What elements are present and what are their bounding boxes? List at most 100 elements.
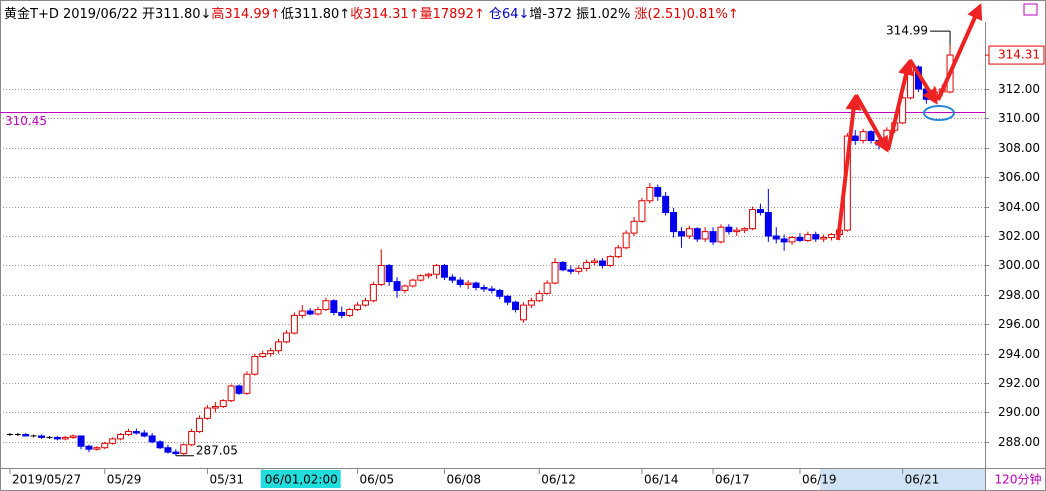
candle-body [267,350,275,355]
header-item: 增-372 [529,7,572,22]
candle-body [741,228,749,231]
candle-body [820,237,828,240]
candle-body [93,447,101,450]
y-tick-label: 296.00 [998,317,1040,331]
candle-body [496,289,504,297]
candle-body [401,285,409,291]
candle-body [622,232,630,249]
period-label[interactable]: 120分钟 [995,472,1042,487]
arrow [908,58,938,105]
candle-body [575,267,583,272]
candle-body [559,261,567,271]
candle-body [591,260,599,263]
candle-body [354,304,362,311]
y-tick-label: 302.00 [998,229,1040,243]
candle-body [38,435,46,438]
header-item: 量17892↑ [419,7,485,22]
x-tick-label: 06/17 [715,473,750,487]
candle-body [172,451,180,455]
candle-body [638,200,646,222]
header-item: 仓64↓ [484,7,530,22]
candle-body [859,131,867,141]
y-tick-label: 304.00 [998,200,1040,214]
candle-body [606,256,614,266]
header-item: 收314.31↑ [350,7,420,22]
y-tick-label: 294.00 [998,347,1040,361]
x-tick-label: 06/14 [644,473,679,487]
candle-body [456,279,464,286]
candle-body [22,433,30,437]
candle-body [899,97,907,124]
arrow [936,3,983,101]
candle-body [298,310,306,316]
candle-body [338,311,346,316]
x-tick-label: 06/21 [905,473,940,487]
cursor-label-bg [260,470,341,488]
candle-body [243,373,251,394]
candle-body [535,292,543,302]
y-tick-label: 290.00 [998,405,1040,419]
y-tick-label: 292.00 [998,376,1040,390]
candle-body [124,431,132,435]
x-tick-label: 06/05 [360,473,395,487]
header-item: 高314.99↑ [211,7,281,22]
candle-body [140,432,148,437]
candle-body [227,385,235,402]
axis-highlight [820,469,985,490]
candle-body [235,385,243,394]
candle-body [677,231,685,237]
candle-body [148,435,156,443]
candle-body [693,228,701,240]
last-price-box [988,45,1045,65]
candle-body [796,237,804,241]
candle-body [180,444,188,455]
candle-body [203,407,211,419]
y-tick-label: 310.00 [998,111,1040,125]
candle-body [61,436,69,440]
candle-body [259,353,267,358]
candle-body [725,226,733,233]
annotation-arrows [836,3,983,241]
x-tick-label: 06/01,02:00 [265,473,338,487]
candle-body [828,234,836,239]
candle-body [701,231,709,240]
candle-body [464,282,472,286]
candle-body [662,195,670,214]
candle-body [504,295,512,303]
candle-body [361,300,369,306]
candle-body [780,238,788,243]
candle-body [472,282,480,288]
candle-body [527,300,535,306]
candle-body [614,247,622,258]
candle-body [804,234,812,241]
header: 黄金T+D 2019/06/22 开311.80↓高314.99↑低311.80… [4,3,739,22]
header-item: 振1.02% [571,7,631,22]
arrow [886,58,914,151]
candle-body [756,209,764,214]
candle-body [251,356,259,375]
candle-body [322,300,330,311]
candle-body [109,438,117,444]
reference-label: 310.45 [5,114,47,128]
candle-body [788,237,796,243]
candle-body [69,435,77,438]
y-tick-label: 298.00 [998,288,1040,302]
candle-body [867,131,875,141]
candle-body [717,226,725,243]
candle-body [156,441,164,449]
icon[interactable] [1023,3,1038,16]
candle-body [670,212,678,233]
candle-body [417,275,425,281]
candle-body [654,187,662,197]
candle-body [733,229,741,233]
candle-body [409,279,417,287]
candle-body [211,406,219,409]
arrow [854,94,889,153]
candle-body [275,341,283,352]
high-label: 314.99 [886,24,928,38]
candle-body [512,301,520,311]
candle-body [117,433,125,440]
